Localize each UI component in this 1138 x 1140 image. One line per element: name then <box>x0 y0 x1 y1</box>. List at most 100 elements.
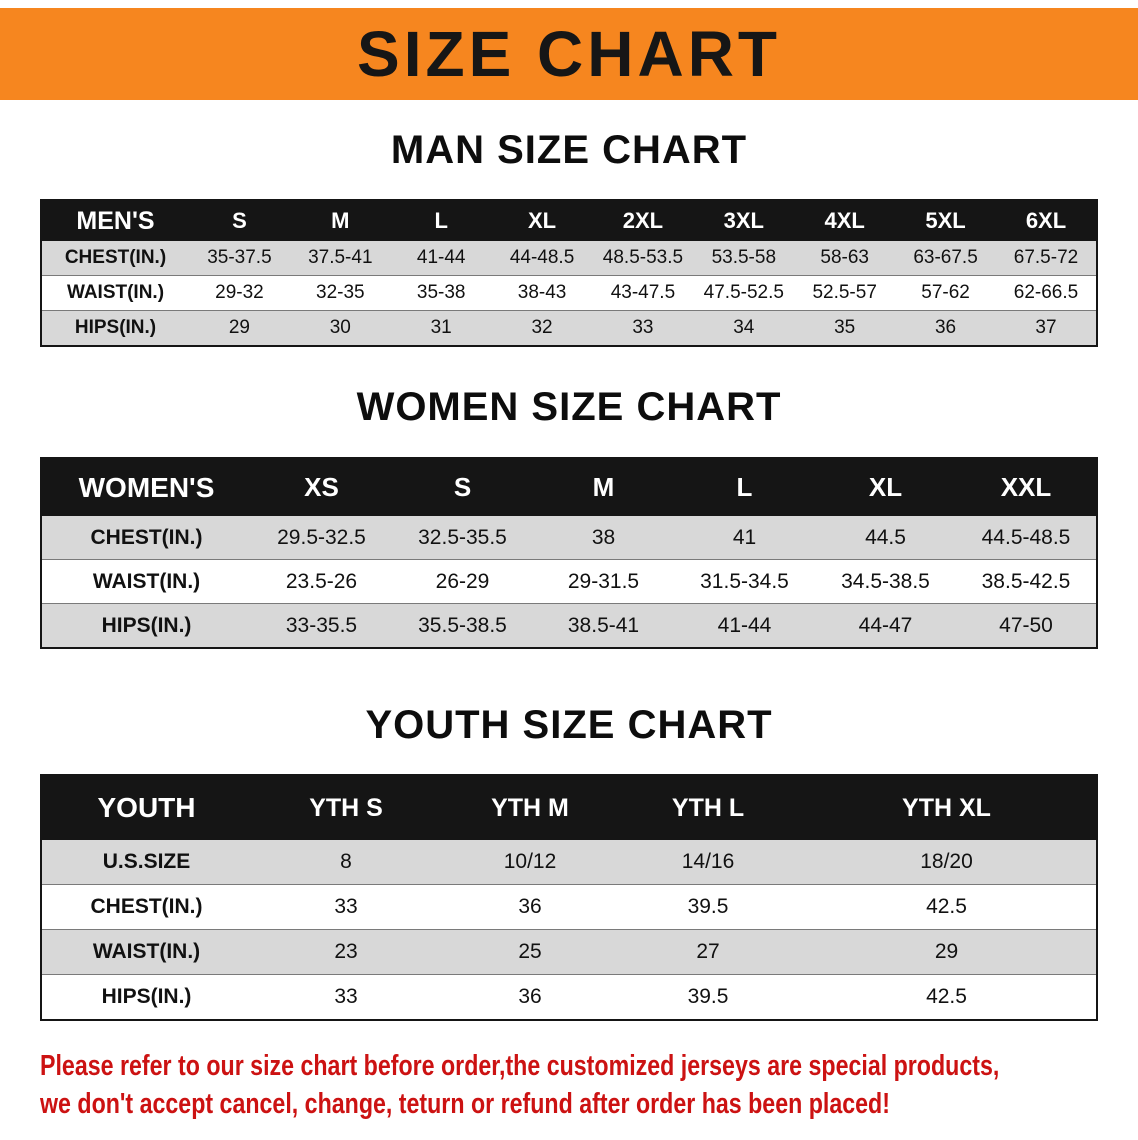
measurement-value: 39.5 <box>687 895 729 918</box>
measurement-value: 62-66.5 <box>1013 282 1079 303</box>
measurement-value: 41-44 <box>416 247 466 268</box>
measurement-row: WAIST(IN.) 23.5-26 26-29 29-31.5 31.5-34.5 34… <box>41 559 1097 604</box>
measurement-label: WAIST(IN.) <box>92 569 201 593</box>
measurement-value: 10/12 <box>503 850 557 873</box>
measurement-row: HIPS(IN.) 33-35.5 35.5-38.5 38.5-41 41-44 44-… <box>41 603 1097 648</box>
measurement-value: 42.5 <box>926 985 967 1008</box>
men-size-table: MEN'S S M L XL 2XL 3XL 4XL 5XL 6XL CHEST(IN.) 35-37… <box>40 199 1098 347</box>
banner: SIZE CHART <box>0 8 1138 100</box>
youth-section: YOUTH SIZE CHART YOUTH YTH S YTH M YTH L YTH… <box>0 703 1138 1021</box>
measurement-value: 29-32 <box>215 282 264 303</box>
size-column-header: XL <box>868 472 903 502</box>
measurement-value: 44-47 <box>858 613 913 637</box>
measurement-value: 29.5-32.5 <box>277 525 366 549</box>
size-column-header: XS <box>304 472 339 502</box>
measurement-label: HIPS(IN.) <box>74 317 157 338</box>
size-chart-page: SIZE CHART MAN SIZE CHART MEN'S S M L XL 2XL 3… <box>0 8 1138 1124</box>
measurement-row: CHEST(IN.) 35-37.5 37.5-41 41-44 44-48.5 48.5… <box>41 241 1097 276</box>
women-section-heading: WOMEN SIZE CHART <box>356 385 782 429</box>
measurement-value: 32-35 <box>316 282 365 303</box>
men-section: MAN SIZE CHART MEN'S S M L XL 2XL 3XL 4XL 5XL 6XL… <box>0 128 1138 347</box>
measurement-value: 8 <box>340 850 352 873</box>
size-column-header: M <box>592 472 615 502</box>
table-header-row: YOUTH YTH S YTH M YTH L YTH XL <box>41 775 1097 840</box>
table-title-cell: WOMEN'S <box>78 471 215 503</box>
measurement-value: 53.5-58 <box>711 247 777 268</box>
measurement-value: 26-29 <box>435 569 490 593</box>
measurement-value: 38 <box>591 525 616 549</box>
measurement-value: 37.5-41 <box>308 247 373 268</box>
size-column-header: M <box>331 208 350 233</box>
measurement-value: 47.5-52.5 <box>703 282 784 303</box>
measurement-value: 23.5-26 <box>285 569 358 593</box>
measurement-value: 14/16 <box>681 850 735 873</box>
youth-size-table: YOUTH YTH S YTH M YTH L YTH XL U.S.SIZE 8 10/12… <box>40 774 1098 1021</box>
disclaimer-line: we don't accept cancel, change, teturn o… <box>40 1088 890 1121</box>
measurement-value: 38.5-42.5 <box>981 569 1071 593</box>
measurement-row: CHEST(IN.) 29.5-32.5 32.5-35.5 38 41 44.5 44.5… <box>41 516 1097 560</box>
women-size-table: WOMEN'S XS S M L XL XXL CHEST(IN.) 29.5-32.5 32.5… <box>40 457 1098 649</box>
measurement-value: 31.5-34.5 <box>700 569 789 593</box>
measurement-value: 27 <box>696 940 720 963</box>
measurement-value: 35 <box>834 317 856 338</box>
measurement-value: 32 <box>531 317 553 338</box>
measurement-value: 33 <box>334 895 358 918</box>
measurement-row: HIPS(IN.) 33 36 39.5 42.5 <box>41 974 1097 1020</box>
measurement-value: 41-44 <box>717 613 772 637</box>
measurement-value: 44.5 <box>865 525 906 549</box>
measurement-value: 34 <box>733 317 755 338</box>
measurement-value: 34.5-38.5 <box>841 569 930 593</box>
measurement-value: 32.5-35.5 <box>418 525 507 549</box>
measurement-value: 35-38 <box>416 282 466 303</box>
size-column-header: YTH S <box>309 793 383 822</box>
measurement-label: CHEST(IN.) <box>90 525 203 549</box>
measurement-label: WAIST(IN.) <box>66 282 165 303</box>
measurement-row: WAIST(IN.) 29-32 32-35 35-38 38-43 43-47.5 47.… <box>41 275 1097 311</box>
size-column-header: S <box>232 208 247 233</box>
measurement-value: 39.5 <box>687 985 729 1008</box>
measurement-value: 48.5-53.5 <box>602 247 684 268</box>
measurement-value: 38.5-41 <box>567 613 640 637</box>
size-column-header: 3XL <box>723 208 764 233</box>
size-column-header: 2XL <box>622 208 664 233</box>
measurement-value: 37 <box>1035 317 1057 338</box>
measurement-value: 33 <box>632 317 654 338</box>
measurement-value: 31 <box>430 317 452 338</box>
measurement-label: HIPS(IN.) <box>101 985 192 1008</box>
measurement-value: 33 <box>334 985 358 1008</box>
measurement-value: 29-31.5 <box>567 569 640 593</box>
measurement-row: HIPS(IN.) 29 30 31 32 33 34 35 36 37 <box>41 310 1097 346</box>
measurement-row: U.S.SIZE 8 10/12 14/16 18/20 <box>41 840 1097 885</box>
size-column-header: S <box>453 472 472 502</box>
measurement-label: WAIST(IN.) <box>92 940 201 963</box>
measurement-value: 44.5-48.5 <box>981 525 1071 549</box>
size-column-header: 6XL <box>1025 208 1067 233</box>
size-column-header: L <box>434 208 448 233</box>
measurement-value: 29 <box>934 940 959 963</box>
measurement-value: 23 <box>334 940 358 963</box>
measurement-value: 63-67.5 <box>913 247 978 268</box>
disclaimer-line: Please refer to our size chart before or… <box>40 1050 1000 1082</box>
measurement-value: 18/20 <box>920 850 973 873</box>
measurement-value: 58-63 <box>820 247 869 268</box>
size-column-header: L <box>736 472 753 502</box>
measurement-value: 41 <box>732 525 757 549</box>
size-column-header: YTH L <box>671 793 745 822</box>
measurement-row: CHEST(IN.) 33 36 39.5 42.5 <box>41 884 1097 930</box>
measurement-value: 25 <box>518 940 542 963</box>
page-title: SIZE CHART <box>357 18 781 90</box>
measurement-label: CHEST(IN.) <box>90 895 203 918</box>
youth-section-heading: YOUTH SIZE CHART <box>365 703 773 747</box>
measurement-value: 36 <box>518 895 542 918</box>
measurement-value: 35-37.5 <box>207 247 272 268</box>
measurement-row: WAIST(IN.) 23 25 27 29 <box>41 929 1097 975</box>
size-column-header: YTH M <box>491 793 569 822</box>
measurement-value: 36 <box>934 317 957 338</box>
measurement-value: 57-62 <box>921 282 970 303</box>
measurement-value: 29 <box>228 317 250 338</box>
size-column-header: 4XL <box>824 208 865 233</box>
table-header-row: WOMEN'S XS S M L XL XXL <box>41 458 1097 516</box>
measurement-label: HIPS(IN.) <box>101 613 192 637</box>
size-column-header: XXL <box>1000 472 1052 502</box>
disclaimer: Please refer to our size chart before or… <box>40 1047 1138 1124</box>
